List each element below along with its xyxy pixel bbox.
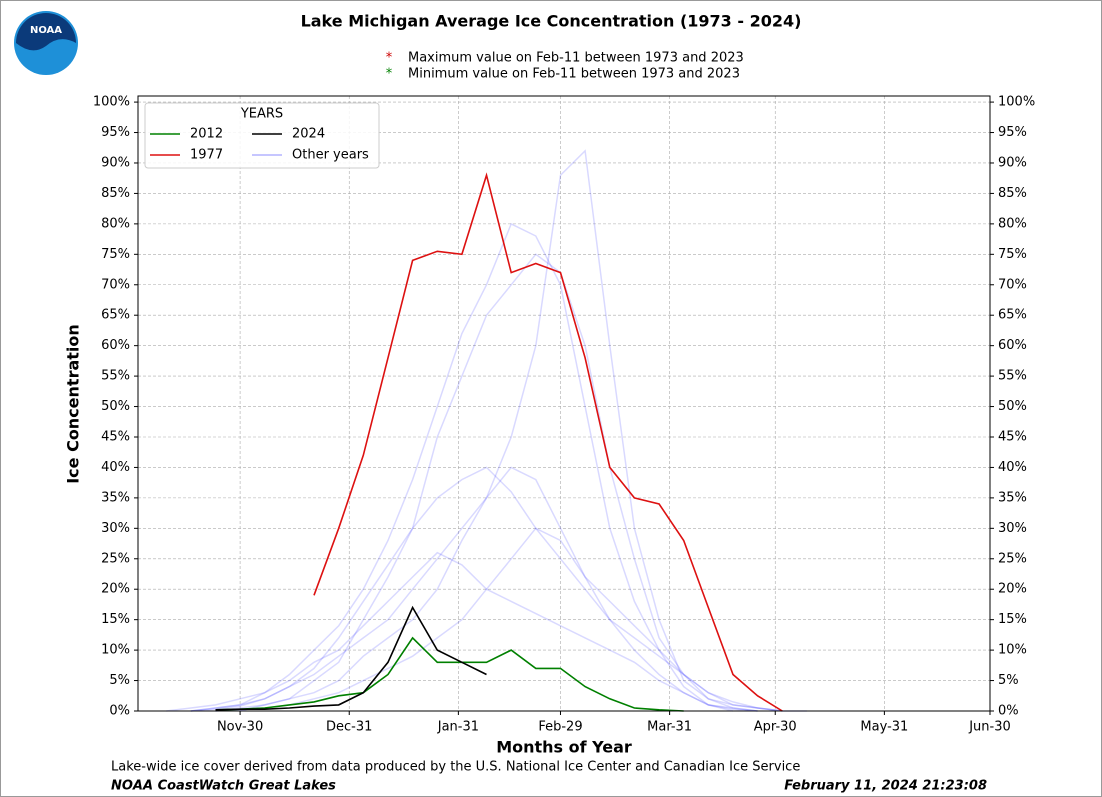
y-tick-label: 75% — [101, 247, 130, 262]
y2-tick-label: 100% — [998, 95, 1035, 110]
legend-label: 1977 — [190, 148, 223, 163]
footnote: Lake-wide ice cover derived from data pr… — [111, 760, 800, 775]
plot-border — [137, 95, 991, 712]
x-tick-label: Nov-30 — [217, 720, 263, 735]
y-axis-label: Ice Concentration — [64, 324, 83, 484]
legend-label: 2012 — [190, 127, 223, 142]
y-tick-label: 85% — [101, 186, 130, 201]
x-tick-label: Mar-31 — [647, 720, 692, 735]
y2-tick-label: 65% — [998, 308, 1027, 323]
y-tick-label: 95% — [101, 125, 130, 140]
y-tick-label: 0% — [109, 704, 130, 719]
annotation: Minimum value on Feb-11 between 1973 and… — [408, 67, 740, 82]
y-tick-label: 40% — [101, 460, 130, 475]
footer-right: February 11, 2024 21:23:08 — [784, 779, 987, 794]
series-line — [215, 605, 487, 711]
y2-tick-label: 80% — [998, 216, 1027, 231]
x-axis-label: Months of Year — [496, 738, 632, 757]
legend-title: YEARS — [240, 107, 283, 122]
y2-tick-label: 20% — [998, 582, 1027, 597]
x-tick-label: Dec-31 — [326, 720, 372, 735]
logo-band — [16, 13, 76, 51]
legend-box — [144, 102, 380, 169]
y2-tick-label: 25% — [998, 551, 1027, 566]
other-year-line — [215, 527, 807, 712]
y-tick-label: 80% — [101, 216, 130, 231]
other-year-line — [166, 551, 734, 712]
y-tick-label: 5% — [109, 673, 130, 688]
other-year-line — [239, 149, 783, 712]
y-tick-label: 50% — [101, 399, 130, 414]
y2-tick-label: 75% — [998, 247, 1027, 262]
x-tick-label: May-31 — [860, 720, 908, 735]
y-tick-label: 25% — [101, 551, 130, 566]
y2-tick-label: 45% — [998, 429, 1027, 444]
chart-title: Lake Michigan Average Ice Concentration … — [301, 12, 802, 31]
y2-tick-label: 60% — [998, 338, 1027, 353]
y-tick-label: 10% — [101, 643, 130, 658]
x-tick-label: Feb-29 — [538, 720, 582, 735]
legend-label: 2024 — [292, 127, 325, 142]
y-tick-label: 35% — [101, 490, 130, 505]
y2-tick-label: 90% — [998, 155, 1027, 170]
x-tick-label: Jan-31 — [437, 720, 479, 735]
other-year-line — [215, 253, 758, 712]
y2-tick-label: 5% — [998, 673, 1019, 688]
annotation-marker: * — [386, 67, 393, 82]
y-tick-label: 30% — [101, 521, 130, 536]
legend-label: Other years — [292, 148, 369, 163]
y-tick-label: 45% — [101, 429, 130, 444]
y2-tick-label: 55% — [998, 369, 1027, 384]
logo-text: NOAA — [30, 25, 62, 36]
y2-tick-label: 0% — [998, 704, 1019, 719]
y-tick-label: 70% — [101, 277, 130, 292]
other-year-line — [190, 466, 758, 712]
y2-tick-label: 15% — [998, 612, 1027, 627]
y-tick-label: 20% — [101, 582, 130, 597]
annotation: Maximum value on Feb-11 between 1973 and… — [408, 51, 744, 66]
y2-tick-label: 85% — [998, 186, 1027, 201]
x-tick-label: Jun-30 — [968, 720, 1011, 735]
x-tick-label: Apr-30 — [754, 720, 797, 735]
annotation-marker: * — [386, 51, 393, 66]
series-line — [313, 172, 783, 712]
y2-tick-label: 40% — [998, 460, 1027, 475]
y-tick-label: 65% — [101, 308, 130, 323]
y-tick-label: 60% — [101, 338, 130, 353]
other-year-line — [190, 222, 758, 712]
y-tick-label: 15% — [101, 612, 130, 627]
series-line — [215, 636, 684, 712]
y2-tick-label: 95% — [998, 125, 1027, 140]
other-year-line — [190, 466, 783, 712]
y2-tick-label: 10% — [998, 643, 1027, 658]
y2-tick-label: 70% — [998, 277, 1027, 292]
y2-tick-label: 35% — [998, 490, 1027, 505]
y2-tick-label: 50% — [998, 399, 1027, 414]
footer-left: NOAA CoastWatch Great Lakes — [111, 779, 336, 794]
y-tick-label: 90% — [101, 155, 130, 170]
y-tick-label: 55% — [101, 369, 130, 384]
y-tick-label: 100% — [93, 95, 130, 110]
y2-tick-label: 30% — [998, 521, 1027, 536]
